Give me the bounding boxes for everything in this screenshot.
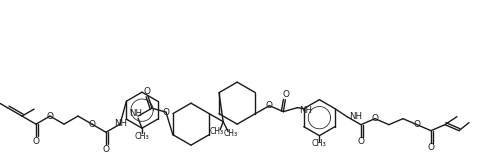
Text: O: O xyxy=(102,145,109,154)
Text: CH₃: CH₃ xyxy=(210,127,224,136)
Text: O: O xyxy=(89,120,96,129)
Text: CH₃: CH₃ xyxy=(312,139,327,148)
Text: O: O xyxy=(33,137,40,146)
Text: O: O xyxy=(162,108,169,117)
Text: O: O xyxy=(428,143,435,152)
Text: NH: NH xyxy=(130,109,143,118)
Text: NH: NH xyxy=(349,112,362,121)
Text: NH: NH xyxy=(114,119,128,128)
Text: O: O xyxy=(357,137,364,146)
Text: O: O xyxy=(47,112,53,121)
Text: CH₃: CH₃ xyxy=(224,129,238,138)
Text: O: O xyxy=(283,90,290,99)
Text: O: O xyxy=(266,101,273,110)
Text: O: O xyxy=(413,120,420,129)
Text: CH₃: CH₃ xyxy=(135,132,149,141)
Text: NH: NH xyxy=(299,106,312,115)
Text: O: O xyxy=(371,114,379,123)
Text: O: O xyxy=(144,87,150,96)
